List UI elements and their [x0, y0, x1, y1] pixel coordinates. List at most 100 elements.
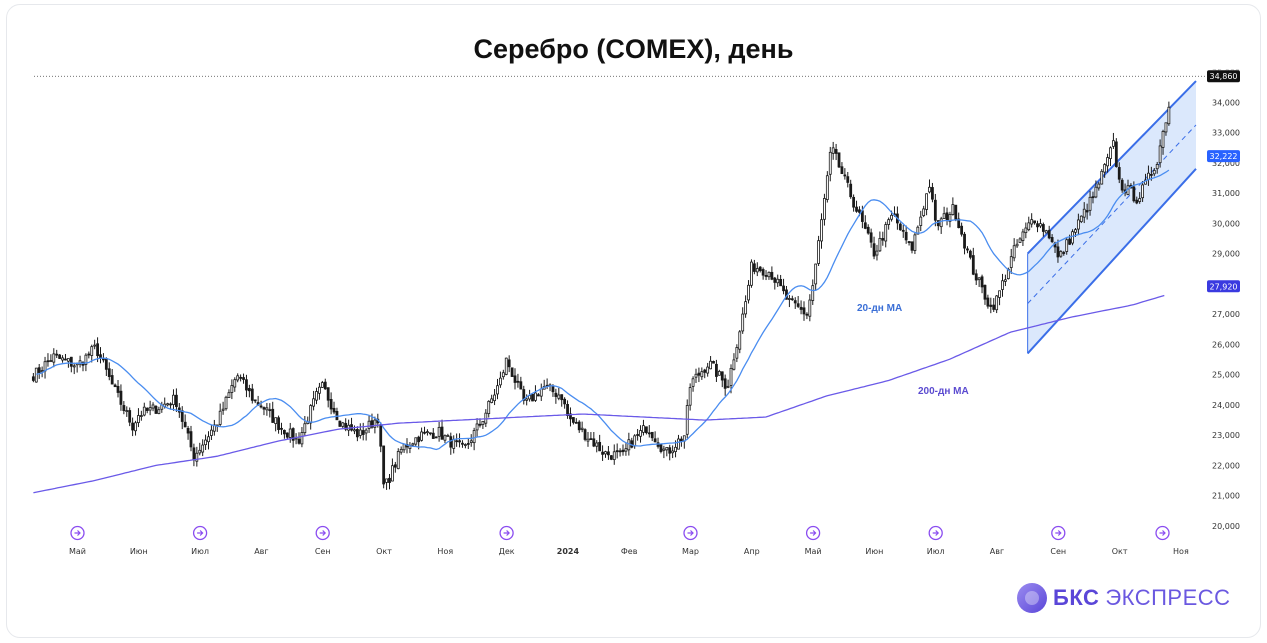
candle-body — [96, 343, 99, 357]
candle-body — [227, 392, 231, 398]
candle-body — [817, 240, 820, 264]
candle-body — [761, 269, 765, 276]
candle-body — [890, 214, 893, 220]
candle-body — [782, 285, 785, 292]
candle-body — [271, 408, 275, 423]
candle-body — [1109, 147, 1112, 159]
candle-body — [423, 431, 426, 434]
candle-body — [373, 419, 377, 428]
candle-body — [735, 347, 739, 359]
candle-body — [755, 268, 759, 273]
candle-body — [499, 377, 502, 386]
candle-body — [31, 376, 35, 381]
candle-body — [128, 410, 132, 423]
candle-body — [466, 443, 470, 445]
candle-body — [247, 388, 251, 392]
x-tick-label: Окт — [376, 547, 392, 556]
candle-body — [131, 422, 135, 431]
candle-body — [280, 427, 283, 430]
ma20-price-label-bg — [1207, 150, 1240, 163]
candle-body — [1112, 140, 1115, 147]
x-tick-label: Июл — [191, 547, 209, 556]
candle-body — [977, 277, 981, 281]
ma200-price-label: 27,920 — [1210, 282, 1238, 291]
candle-body — [963, 233, 966, 249]
candle-body — [560, 394, 564, 401]
candle-body — [1114, 141, 1118, 167]
candle-body — [843, 174, 847, 177]
candle-body — [618, 450, 622, 453]
candle-body — [983, 284, 987, 300]
x-tick-label: Мар — [682, 547, 699, 556]
x-tick-label: Ноя — [437, 547, 453, 556]
y-tick-label: 33,000 — [1212, 129, 1240, 138]
candle-body — [1158, 145, 1162, 164]
ma20-line — [36, 169, 1170, 451]
price-channel-area — [1027, 81, 1196, 354]
arrow-right-icon — [74, 530, 81, 536]
arrow-right-icon — [503, 530, 510, 536]
candle-body — [1117, 167, 1121, 180]
candle-body — [46, 360, 50, 363]
candle-body — [942, 213, 946, 219]
candle-body — [536, 394, 540, 397]
x-tick-label: Апр — [744, 547, 760, 556]
candle-body — [320, 382, 324, 388]
candle-body — [615, 450, 619, 453]
candle-body — [662, 448, 666, 451]
x-tick-label: Ноя — [1173, 547, 1189, 556]
candle-body — [700, 371, 704, 378]
y-tick-label: 24,000 — [1212, 401, 1240, 410]
candle-body — [414, 437, 418, 445]
candle-body — [391, 465, 394, 482]
candle-body — [37, 367, 41, 373]
candle-body — [831, 147, 835, 154]
candle-body — [385, 478, 388, 483]
logo-text: БКС ЭКСПРЕСС — [1053, 585, 1231, 611]
ma200-label: 200-дн MA — [918, 386, 969, 397]
candle-body — [1094, 186, 1098, 198]
candle-body — [805, 313, 809, 316]
candle-body — [116, 385, 120, 393]
bcs-logo-icon — [1017, 583, 1047, 613]
candle-body — [64, 358, 67, 361]
candle-body — [204, 439, 207, 446]
candle-body — [820, 219, 823, 242]
candle-body — [1164, 122, 1168, 133]
candle-body — [1012, 245, 1016, 259]
candle-body — [604, 451, 607, 455]
candle-body — [1015, 243, 1019, 247]
candle-body — [811, 285, 815, 301]
candle-body — [551, 386, 555, 393]
candle-body — [102, 358, 105, 361]
candle-body — [834, 149, 838, 154]
candle-body — [154, 405, 158, 414]
candle-body — [869, 232, 873, 243]
candle-body — [84, 354, 88, 365]
candle-body — [574, 421, 578, 424]
candle-body — [767, 271, 771, 278]
candle-body — [986, 297, 990, 307]
candle-body — [1071, 231, 1074, 244]
candle-body — [776, 278, 780, 284]
candle-body — [78, 360, 82, 365]
candle-body — [201, 444, 205, 453]
candle-body — [741, 313, 745, 332]
channel-lower-line — [1026, 168, 1197, 355]
candle-body — [1041, 224, 1045, 232]
candle-body — [288, 428, 292, 438]
candle-body — [601, 451, 604, 455]
candle-body — [326, 387, 330, 401]
candle-body — [93, 344, 97, 347]
candle-body — [1152, 170, 1156, 175]
candle-body — [1074, 229, 1077, 233]
candle-body — [431, 432, 435, 439]
candle-body — [522, 389, 526, 401]
arrow-right-icon — [810, 530, 817, 536]
candle-body — [198, 449, 202, 454]
candle-body — [855, 206, 858, 212]
x-tick-label: Дек — [499, 547, 515, 556]
candle-body — [957, 218, 961, 229]
candle-body — [1135, 199, 1139, 204]
y-tick-label: 30,000 — [1212, 219, 1240, 228]
